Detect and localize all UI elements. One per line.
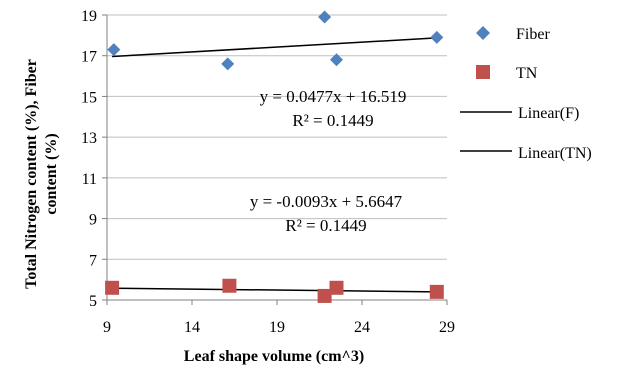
x-tick-label: 29 [439, 319, 455, 336]
tn-point [105, 280, 120, 295]
fiber-trend-r2: R² = 0.1449 [292, 111, 373, 130]
x-tick-label: 14 [184, 319, 200, 336]
legend-fiber-marker [476, 26, 490, 40]
axes [102, 14, 448, 305]
fiber-point [430, 30, 444, 44]
y-tick-label: 15 [81, 89, 97, 106]
tn-trendline [112, 287, 437, 293]
legend-linear-f-label: Linear(F) [518, 105, 579, 122]
x-axis-title: Leaf shape volume (cm^3) [184, 348, 364, 365]
tn-trend-equation: y = -0.0093x + 5.6647 [250, 192, 403, 211]
legend-fiber-label: Fiber [516, 26, 550, 43]
y-tick-labels: 5 7 9 11 13 15 17 19 [81, 8, 97, 310]
tn-point [429, 284, 444, 299]
x-tick-labels: 9 14 19 24 29 [103, 319, 455, 336]
x-tick-label: 19 [269, 319, 285, 336]
tn-point [222, 278, 237, 293]
y-axis-title-line1: Total Nitrogen content (%), Fiber [23, 59, 40, 289]
fiber-point [318, 10, 332, 24]
fiber-point [221, 57, 235, 71]
y-tick-label: 19 [81, 8, 97, 25]
y-tick-label: 5 [89, 293, 97, 310]
legend: Fiber TN Linear(F) Linear(TN) [460, 26, 592, 162]
y-axis-title-line2: content (%) [43, 133, 60, 214]
tn-trend-r2: R² = 0.1449 [285, 216, 366, 235]
y-tick-label: 7 [89, 252, 97, 269]
y-tick-label: 13 [81, 130, 97, 147]
y-tick-label: 11 [82, 171, 97, 188]
legend-linear-tn-label: Linear(TN) [518, 145, 592, 162]
fiber-trendline [112, 37, 437, 58]
tn-point [317, 288, 332, 303]
legend-tn-marker [476, 65, 490, 79]
fiber-point [330, 53, 343, 67]
gridlines [107, 14, 447, 260]
tn-point [329, 280, 344, 295]
data-points [105, 10, 444, 303]
y-tick-label: 9 [89, 212, 97, 229]
trendlines [112, 37, 437, 293]
fiber-trend-equation: y = 0.0477x + 16.519 [260, 87, 407, 106]
legend-tn-label: TN [516, 65, 538, 82]
y-tick-label: 17 [81, 49, 97, 66]
x-tick-label: 24 [354, 319, 370, 336]
x-tick-label: 9 [103, 319, 111, 336]
fiber-point [107, 43, 121, 57]
